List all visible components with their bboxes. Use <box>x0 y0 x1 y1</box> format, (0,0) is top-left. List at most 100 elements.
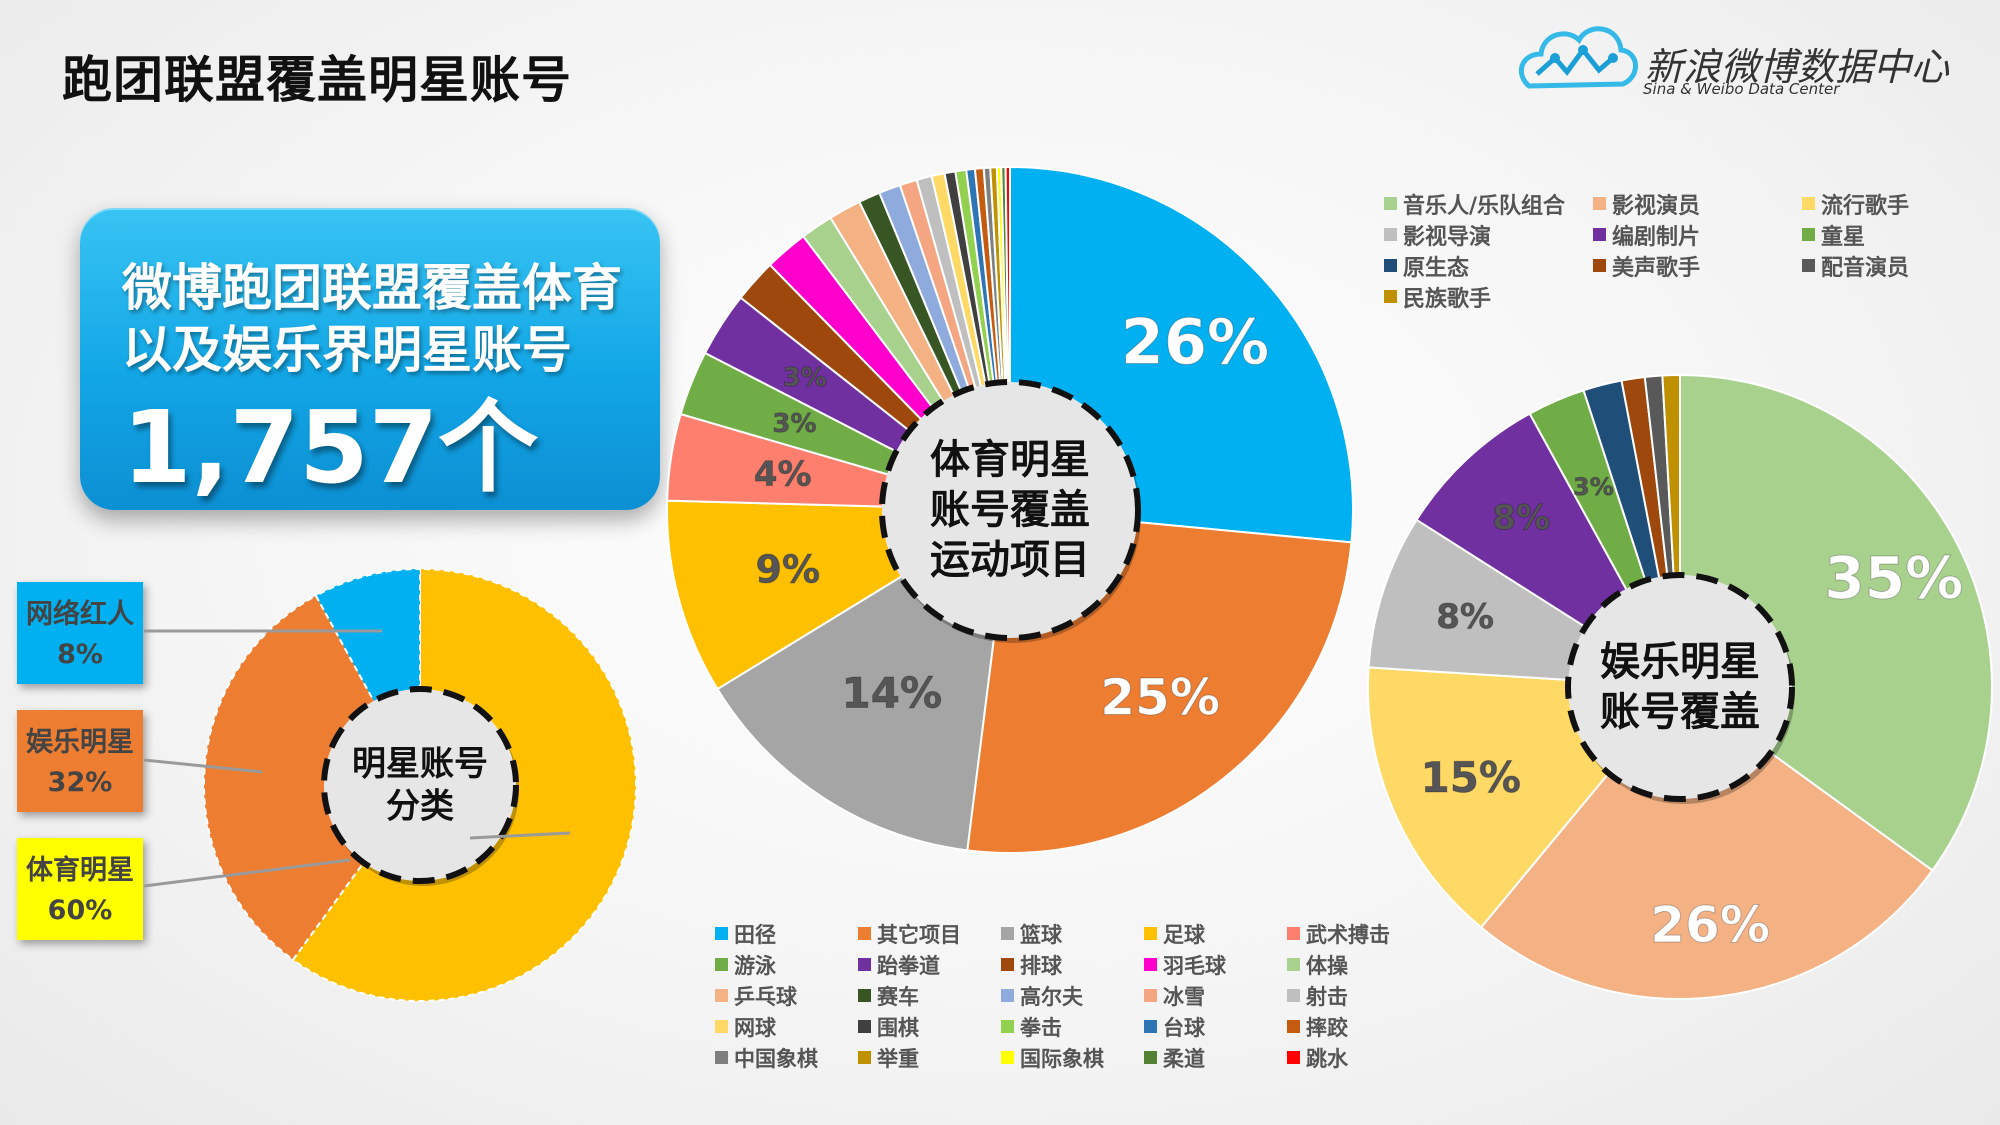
legend-swatch <box>1287 989 1300 1002</box>
legend-label: 台球 <box>1163 1015 1205 1040</box>
center-label-line: 娱乐明星 <box>1600 639 1760 685</box>
legend-item-高尔夫: 高尔夫 <box>1001 980 1144 1011</box>
legend-label: 体操 <box>1306 953 1348 978</box>
sina-weibo-data-center-logo: 新浪微博数据中心 Sina & Weibo Data Center <box>1515 14 1985 104</box>
legend-item-排球: 排球 <box>1001 949 1144 980</box>
legend-label: 童星 <box>1821 224 1866 250</box>
legend-item-举重: 举重 <box>858 1042 1001 1073</box>
legend-label: 乒乓球 <box>734 984 797 1009</box>
center-label-line: 分类 <box>386 786 454 826</box>
legend-label: 音乐人/乐队组合 <box>1403 193 1566 219</box>
slice-label-音乐人-乐队组合: 35% <box>1824 544 1963 612</box>
legend-item-冰雪: 冰雪 <box>1144 980 1287 1011</box>
slice-label-田径: 26% <box>1121 305 1269 378</box>
sports-legend: 田径 其它项目 篮球 足球 武术搏击 游泳 跆拳道 排球 羽毛球 体操 乒乓球 赛车 高尔夫 冰雪 射击 网球… <box>715 918 1430 1073</box>
legend-item-其它项目: 其它项目 <box>858 918 1001 949</box>
slice-label-童星: 3% <box>1573 473 1614 501</box>
slice-label-流行歌手: 15% <box>1420 753 1521 802</box>
legend-item-游泳: 游泳 <box>715 949 858 980</box>
legend-label: 田径 <box>734 922 776 947</box>
legend-item-围棋: 围棋 <box>858 1011 1001 1042</box>
legend-item-童星: 童星 <box>1802 219 1962 250</box>
legend-swatch <box>1593 197 1606 210</box>
leader-line <box>143 858 351 888</box>
legend-label: 射击 <box>1306 984 1348 1009</box>
coverage-callout: 微博跑团联盟覆盖体育 以及娱乐界明星账号 1,757个 <box>80 208 660 510</box>
legend-swatch <box>858 1051 871 1064</box>
legend-swatch <box>1144 958 1157 971</box>
legend-swatch <box>1593 228 1606 241</box>
legend-label: 影视演员 <box>1612 193 1701 219</box>
center-label-circle <box>879 379 1141 641</box>
legend-label: 其它项目 <box>877 922 961 947</box>
slice-label-其它项目: 25% <box>1100 668 1220 726</box>
legend-swatch <box>715 927 728 940</box>
legend-item-美声歌手: 美声歌手 <box>1593 250 1802 281</box>
legend-swatch <box>1144 1051 1157 1064</box>
slice-label-游泳: 3% <box>772 409 816 439</box>
pie-slice-娱乐明星 <box>203 594 422 962</box>
legend-item-拳击: 拳击 <box>1001 1011 1144 1042</box>
slice-label-影视演员: 26% <box>1650 896 1770 954</box>
legend-swatch <box>1144 1020 1157 1033</box>
legend-swatch <box>1001 1051 1014 1064</box>
legend-swatch <box>858 989 871 1002</box>
legend-item-台球: 台球 <box>1144 1011 1287 1042</box>
legend-label: 排球 <box>1020 953 1062 978</box>
legend-label: 冰雪 <box>1163 984 1205 1009</box>
legend-swatch <box>1593 259 1606 272</box>
legend-label: 围棋 <box>877 1015 919 1040</box>
legend-swatch <box>1001 927 1014 940</box>
legend-swatch <box>1802 259 1815 272</box>
legend-item-赛车: 赛车 <box>858 980 1001 1011</box>
legend-label: 原生态 <box>1403 255 1470 281</box>
legend-label: 足球 <box>1163 922 1205 947</box>
legend-item-体操: 体操 <box>1287 949 1430 980</box>
legend-label: 跆拳道 <box>877 953 940 978</box>
legend-label: 民族歌手 <box>1403 286 1492 312</box>
legend-label: 游泳 <box>734 953 776 978</box>
center-label-line: 运动项目 <box>930 537 1090 583</box>
legend-swatch <box>858 1020 871 1033</box>
legend-swatch <box>715 1051 728 1064</box>
legend-item-影视演员: 影视演员 <box>1593 188 1802 219</box>
center-label-line: 体育明星 <box>930 437 1090 483</box>
cloud-logo-icon <box>1518 26 1638 89</box>
logo-chinese-text: 新浪微博数据中心 <box>1645 45 1950 89</box>
side-label-pct: 32% <box>47 767 113 798</box>
legend-item-配音演员: 配音演员 <box>1802 250 1962 281</box>
legend-swatch <box>1802 228 1815 241</box>
legend-item-跆拳道: 跆拳道 <box>858 949 1001 980</box>
side-label-name: 体育明星 <box>26 855 134 886</box>
legend-item-影视导演: 影视导演 <box>1384 219 1593 250</box>
legend-label: 篮球 <box>1020 922 1062 947</box>
legend-label: 中国象棋 <box>734 1046 818 1071</box>
legend-swatch <box>715 989 728 1002</box>
legend-swatch <box>1287 958 1300 971</box>
side-label-entertainment-star: 娱乐明星 32% <box>17 710 143 812</box>
legend-swatch <box>1287 927 1300 940</box>
legend-swatch <box>858 958 871 971</box>
slice-label-编剧制片: 8% <box>1492 498 1550 538</box>
legend-item-摔跤: 摔跤 <box>1287 1011 1430 1042</box>
page-title: 跑团联盟覆盖明星账号 <box>62 51 572 109</box>
legend-label: 配音演员 <box>1821 255 1910 281</box>
legend-item-乒乓球: 乒乓球 <box>715 980 858 1011</box>
legend-item-田径: 田径 <box>715 918 858 949</box>
legend-swatch <box>1384 259 1397 272</box>
legend-swatch <box>1001 989 1014 1002</box>
leader-line <box>469 831 571 840</box>
legend-swatch <box>715 958 728 971</box>
legend-label: 举重 <box>877 1046 919 1071</box>
legend-item-编剧制片: 编剧制片 <box>1593 219 1802 250</box>
legend-label: 赛车 <box>877 984 919 1009</box>
side-label-sports-star: 体育明星 60% <box>17 838 143 940</box>
pie-slice-音乐人-乐队组合 <box>1679 373 1993 872</box>
legend-label: 柔道 <box>1163 1046 1205 1071</box>
legend-label: 美声歌手 <box>1612 255 1701 281</box>
legend-item-中国象棋: 中国象棋 <box>715 1042 858 1073</box>
side-label-pct: 60% <box>47 895 113 926</box>
legend-label: 编剧制片 <box>1612 224 1701 250</box>
